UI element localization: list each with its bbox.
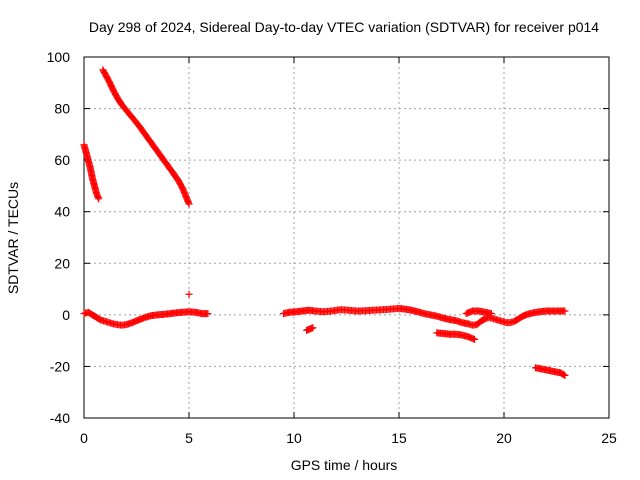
data-points (80, 66, 569, 379)
data-point (561, 307, 569, 315)
y-tick-label: -20 (50, 358, 70, 374)
data-point (309, 324, 317, 332)
ticks: 0 5 10 15 20 25 -40 -20 0 20 40 60 80 100 (47, 49, 617, 446)
x-tick-label: 25 (601, 430, 617, 446)
data-point (204, 310, 212, 318)
data-point (95, 195, 103, 203)
data-point (185, 290, 193, 298)
plot-frame (83, 56, 610, 419)
x-tick-label: 20 (496, 430, 512, 446)
data-point (487, 310, 495, 318)
y-tick-label: 60 (54, 152, 70, 168)
y-tick-label: 80 (54, 101, 70, 117)
y-tick-label: 40 (54, 204, 70, 220)
y-tick-label: 20 (54, 255, 70, 271)
data-point (471, 335, 479, 343)
grid (84, 57, 609, 418)
x-axis-label: GPS time / hours (291, 457, 398, 473)
chart-title: Day 298 of 2024, Sidereal Day-to-day VTE… (89, 19, 599, 35)
y-tick-label: 100 (47, 49, 71, 65)
x-tick-label: 15 (391, 430, 407, 446)
data-point (560, 371, 568, 379)
data-point (561, 371, 569, 379)
y-tick-label: 0 (62, 307, 70, 323)
data-point (185, 200, 193, 208)
y-tick-label: -40 (50, 410, 70, 426)
x-tick-label: 10 (286, 430, 302, 446)
x-tick-label: 0 (80, 430, 88, 446)
x-tick-label: 5 (185, 430, 193, 446)
y-axis-label: SDTVAR / TECUs (5, 182, 21, 294)
